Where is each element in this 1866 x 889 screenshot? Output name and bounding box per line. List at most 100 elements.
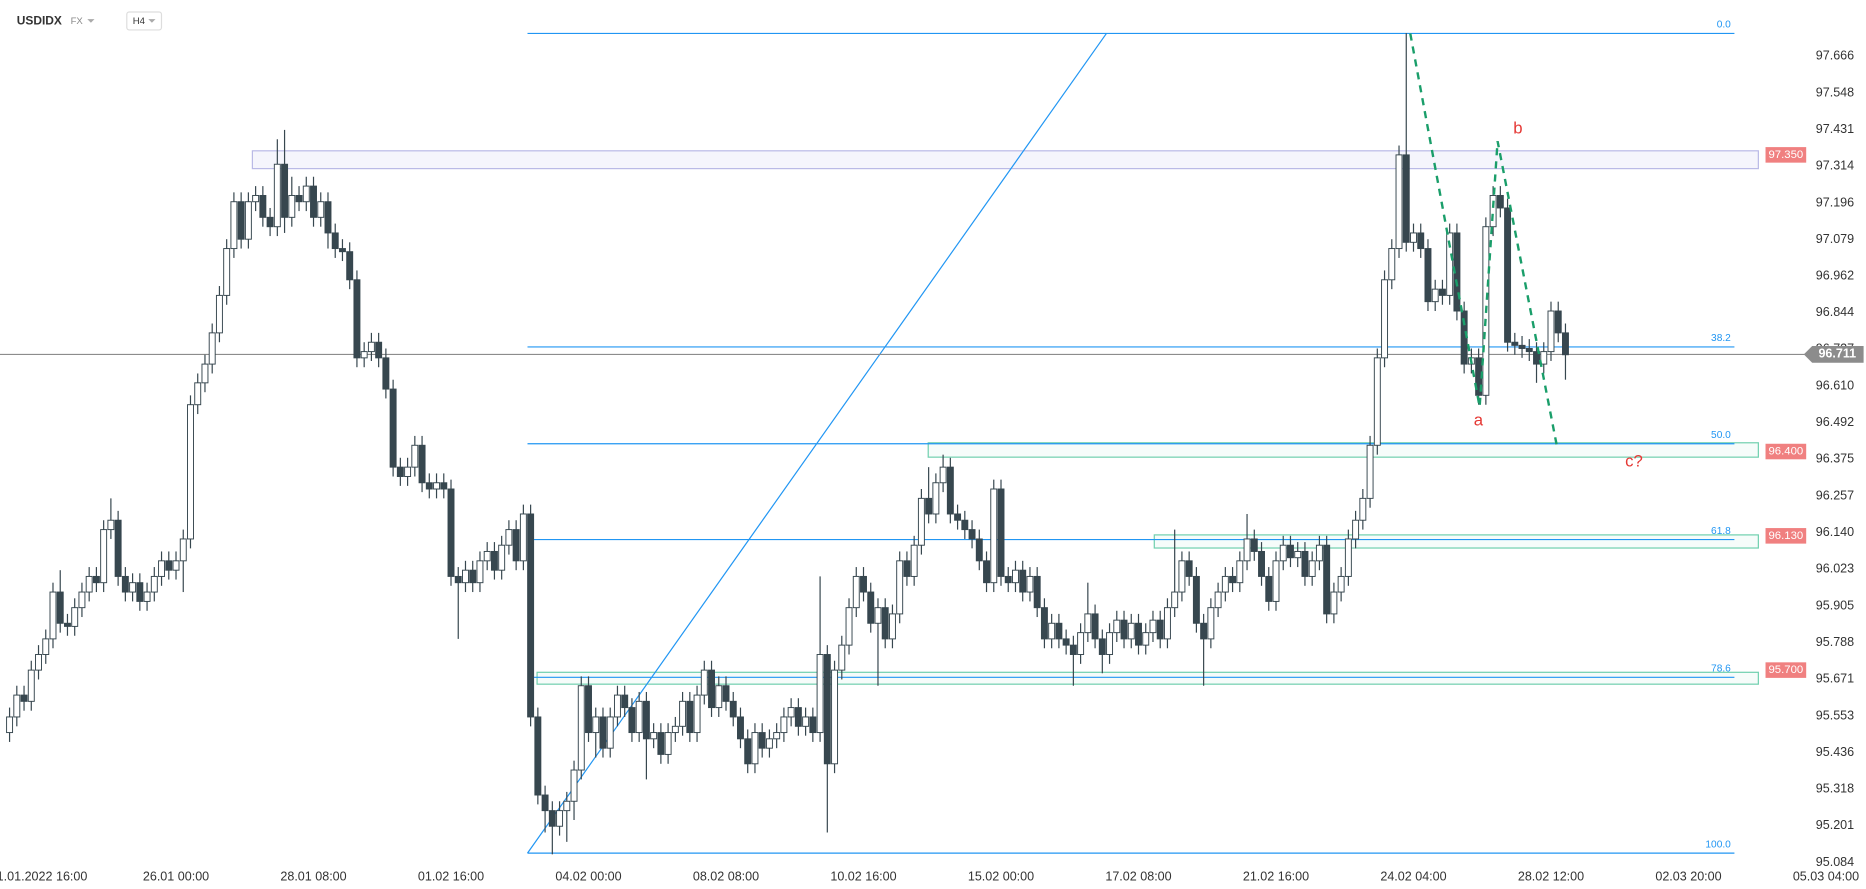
candle-body	[1185, 560, 1193, 577]
x-tick-label: 21.01.2022 16:00	[0, 869, 87, 883]
candle-body	[1055, 622, 1063, 640]
candle-body	[896, 560, 904, 615]
candle-body	[650, 732, 658, 740]
zone-price-label: 96.400	[1768, 446, 1803, 458]
candle-body	[961, 519, 969, 531]
candle-body	[1236, 560, 1244, 584]
zone-price-label: 96.130	[1768, 530, 1803, 542]
candle-body	[1171, 591, 1179, 609]
candle-body	[281, 163, 289, 218]
candle-body	[838, 644, 846, 671]
candle-body	[273, 163, 281, 228]
candle-body	[845, 607, 853, 646]
candle-body	[1301, 550, 1309, 577]
candle-body	[1258, 550, 1265, 577]
candle-body	[237, 201, 245, 240]
timeframe[interactable]: H4	[133, 16, 146, 27]
fib-level-label: 50.0	[1711, 430, 1731, 441]
candle-body	[1265, 575, 1273, 602]
candle-body	[599, 716, 607, 749]
x-tick-label: 24.02 04:00	[1380, 869, 1446, 883]
candle-body	[13, 694, 21, 718]
candle-body	[462, 569, 469, 584]
candle-body	[823, 654, 831, 765]
timeframe-dropdown-arrow[interactable]	[148, 19, 156, 23]
candle-body	[476, 560, 484, 584]
candle-body	[852, 575, 860, 609]
abc-wave-line	[1409, 33, 1559, 449]
candle-body	[1113, 619, 1121, 634]
wave-label: b	[1513, 119, 1522, 138]
candle-body	[527, 513, 535, 718]
fib-level-label: 100.0	[1705, 839, 1731, 850]
candle-body	[1388, 248, 1396, 281]
candle-body	[888, 613, 896, 640]
candle-body	[932, 482, 940, 515]
candle-body	[1033, 575, 1041, 609]
candle-body	[179, 538, 187, 562]
price-zone	[927, 442, 1759, 458]
candle-body	[939, 466, 947, 484]
candle-body	[628, 707, 636, 734]
candle-body	[85, 575, 93, 593]
candle-body	[1410, 232, 1417, 243]
market-dropdown-arrow[interactable]	[87, 19, 95, 23]
candle-body	[1019, 569, 1027, 593]
fib-level-label: 0.0	[1717, 20, 1731, 31]
candle-body	[1062, 638, 1070, 646]
candle-body	[1489, 194, 1497, 228]
candle-body	[136, 582, 144, 602]
candle-body	[418, 444, 426, 484]
candle-body	[1315, 544, 1323, 562]
x-tick-label: 10.02 16:00	[830, 869, 896, 883]
candle-body	[642, 700, 650, 740]
y-tick-label: 97.196	[1816, 195, 1854, 209]
fib-level-label: 78.6	[1711, 664, 1731, 675]
candle-body	[1084, 613, 1092, 634]
candle-body	[353, 279, 361, 359]
market[interactable]: FX	[71, 16, 84, 27]
candle-body	[158, 560, 166, 577]
candle-body	[71, 607, 79, 627]
candle-body	[1540, 351, 1548, 365]
candle-body	[1192, 575, 1200, 624]
candle-body	[671, 725, 679, 734]
candle-body	[447, 488, 455, 577]
candle-body	[252, 194, 260, 203]
candle-body	[1504, 207, 1512, 343]
y-tick-label: 97.314	[1816, 158, 1854, 172]
candle-body	[1250, 538, 1258, 552]
candle-body	[556, 810, 564, 827]
candle-body	[1214, 591, 1222, 609]
wave-label: c?	[1625, 451, 1643, 470]
x-tick-label: 15.02 00:00	[968, 869, 1034, 883]
candle-body	[860, 575, 867, 593]
timeframe-box[interactable]	[126, 11, 163, 31]
candle-body	[773, 732, 781, 740]
candle-body	[548, 810, 556, 827]
current-price-label: 96.711	[1818, 347, 1856, 361]
candle-body	[129, 582, 137, 593]
candle-body	[1446, 232, 1454, 296]
candle-body	[454, 575, 462, 584]
candle-body	[519, 513, 527, 562]
candle-body	[968, 529, 976, 540]
candle-body	[331, 232, 339, 250]
candle-body	[794, 707, 802, 727]
candle-body	[1069, 644, 1077, 655]
candle-body	[223, 248, 231, 296]
candle-body	[1106, 632, 1114, 655]
candle-body	[679, 700, 687, 727]
candle-body	[27, 669, 35, 702]
candle-body	[621, 694, 629, 709]
candle-body	[1352, 519, 1360, 540]
candle-body	[490, 550, 498, 571]
candle-body	[63, 622, 71, 627]
candle-body	[1091, 613, 1099, 640]
candle-body	[1294, 550, 1302, 559]
y-tick-label: 95.905	[1816, 598, 1854, 612]
candle-body	[1077, 632, 1085, 655]
current-price-tag	[1803, 346, 1864, 363]
y-tick-label: 96.257	[1816, 488, 1854, 502]
